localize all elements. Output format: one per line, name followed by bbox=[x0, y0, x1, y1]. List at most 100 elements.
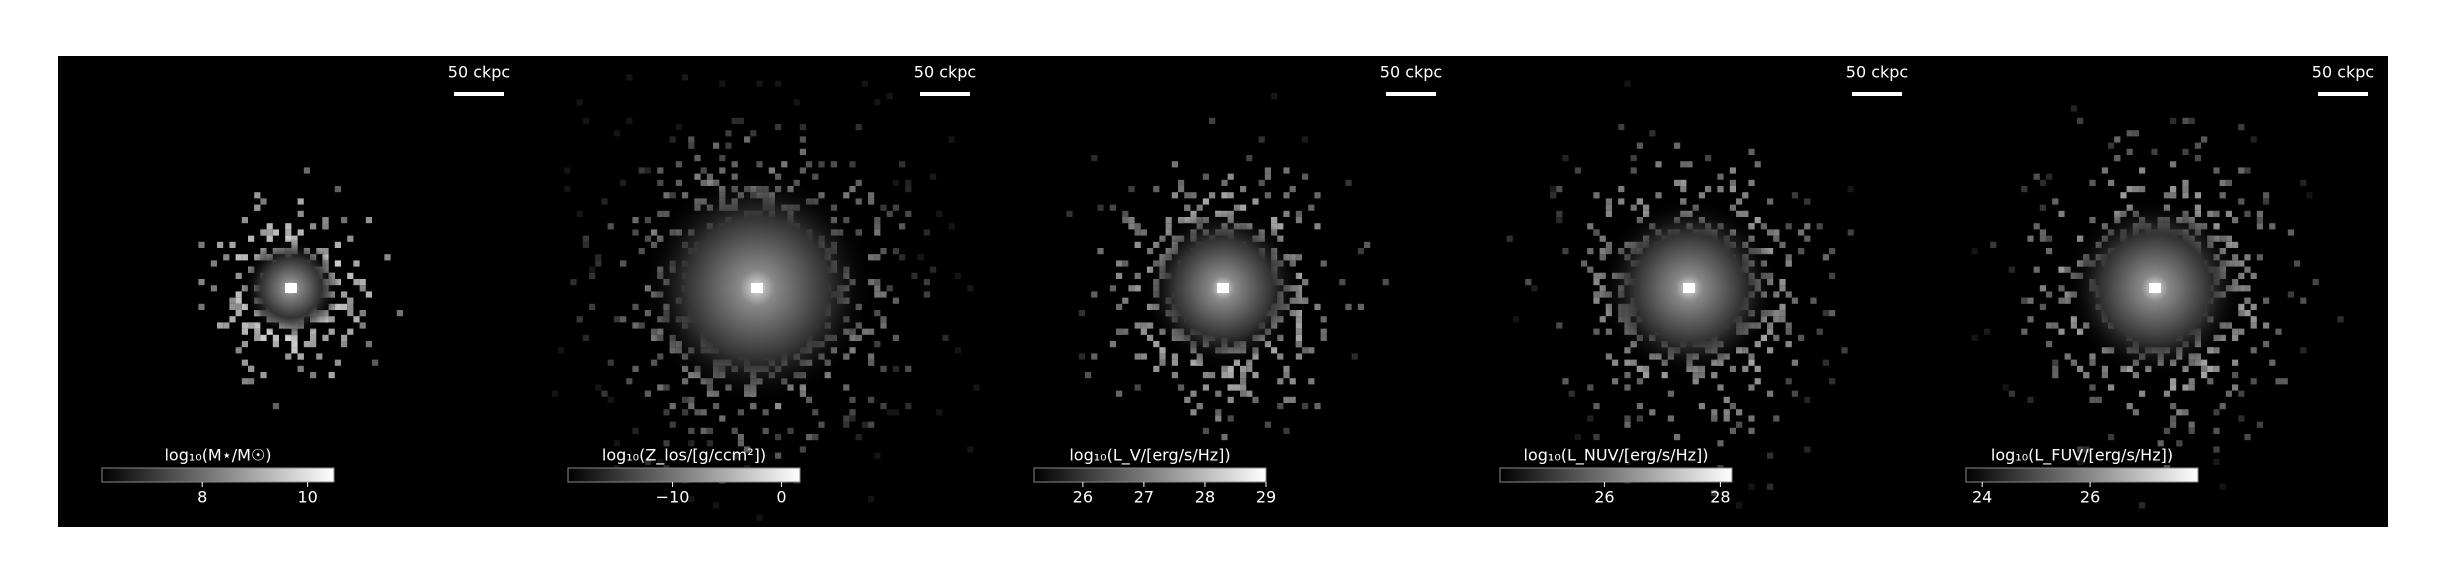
pixel bbox=[2052, 372, 2059, 379]
pixel bbox=[2213, 458, 2220, 465]
pixel bbox=[359, 310, 366, 317]
pixel bbox=[1227, 396, 1234, 403]
scale-bar-label: 50 ckpc bbox=[1846, 63, 1908, 82]
pixel bbox=[663, 440, 670, 447]
pixel bbox=[1159, 347, 1166, 354]
pixel bbox=[1711, 372, 1718, 379]
pixel bbox=[905, 403, 912, 410]
pixel bbox=[1295, 341, 1302, 348]
pixel bbox=[2163, 390, 2170, 397]
pixel bbox=[1240, 390, 1247, 397]
pixel bbox=[1643, 365, 1650, 372]
pixel bbox=[1767, 452, 1774, 459]
pixel bbox=[235, 347, 242, 354]
colorbar-tick-label: 0 bbox=[776, 488, 786, 507]
pixel bbox=[1748, 148, 1755, 155]
pixel bbox=[855, 198, 862, 205]
pixel bbox=[1134, 223, 1141, 230]
pixel bbox=[341, 341, 348, 348]
pixel bbox=[1785, 223, 1792, 230]
pixel bbox=[2126, 403, 2133, 410]
pixel bbox=[675, 124, 682, 131]
pixel bbox=[1134, 241, 1141, 248]
pixel bbox=[1748, 415, 1755, 422]
pixel bbox=[2157, 440, 2164, 447]
pixel bbox=[235, 297, 242, 304]
pixel bbox=[2126, 130, 2133, 137]
pixel bbox=[644, 167, 651, 174]
pixel bbox=[1729, 204, 1736, 211]
pixel bbox=[1295, 334, 1302, 341]
pixel bbox=[1190, 409, 1197, 416]
pixel bbox=[1140, 328, 1147, 335]
pixel bbox=[2089, 384, 2096, 391]
pixel bbox=[198, 279, 205, 286]
pixel bbox=[1091, 155, 1098, 162]
pixel bbox=[2182, 117, 2189, 124]
pixel bbox=[260, 229, 267, 236]
pixel bbox=[899, 254, 906, 261]
pixel bbox=[688, 496, 695, 503]
pixel bbox=[558, 347, 565, 354]
pixel bbox=[2101, 365, 2108, 372]
pixel bbox=[669, 192, 676, 199]
pixel bbox=[1804, 396, 1811, 403]
pixel bbox=[1711, 409, 1718, 416]
pixel bbox=[880, 403, 887, 410]
pixel bbox=[1202, 427, 1209, 434]
pixel bbox=[1729, 403, 1736, 410]
pixel bbox=[1680, 186, 1687, 193]
pixel bbox=[2052, 359, 2059, 366]
pixel bbox=[799, 167, 806, 174]
pixel bbox=[675, 179, 682, 186]
pixel bbox=[1320, 334, 1327, 341]
pixel bbox=[2058, 266, 2065, 273]
pixel bbox=[241, 359, 248, 366]
pixel bbox=[2232, 328, 2239, 335]
pixel bbox=[1605, 210, 1612, 217]
pixel bbox=[2108, 142, 2115, 149]
pixel bbox=[2132, 409, 2139, 416]
pixel bbox=[688, 427, 695, 434]
pixel bbox=[1680, 179, 1687, 186]
pixel bbox=[2046, 248, 2053, 255]
pixel bbox=[2170, 161, 2177, 168]
pixel bbox=[1264, 167, 1271, 174]
pixel bbox=[1742, 210, 1749, 217]
pixel bbox=[657, 179, 664, 186]
pixel bbox=[868, 328, 875, 335]
pixel bbox=[1184, 192, 1191, 199]
pixel bbox=[285, 223, 292, 230]
pixel bbox=[1190, 192, 1197, 199]
pixel bbox=[1171, 353, 1178, 360]
pixel bbox=[229, 297, 236, 304]
pixel bbox=[1767, 390, 1774, 397]
pixel bbox=[799, 148, 806, 155]
pixel bbox=[1736, 502, 1743, 509]
pixel bbox=[1618, 198, 1625, 205]
pixel bbox=[1779, 241, 1786, 248]
pixel bbox=[737, 117, 744, 124]
colorbar bbox=[567, 467, 801, 483]
pixel bbox=[1773, 334, 1780, 341]
pixel bbox=[1202, 173, 1209, 180]
pixel bbox=[849, 161, 856, 168]
pixel bbox=[1252, 396, 1259, 403]
pixel bbox=[2170, 415, 2177, 422]
pixel bbox=[1798, 229, 1805, 236]
pixel bbox=[1723, 396, 1730, 403]
pixel bbox=[2058, 328, 2065, 335]
pixel bbox=[2225, 179, 2232, 186]
pixel bbox=[2275, 378, 2282, 385]
pixel bbox=[2027, 297, 2034, 304]
pixel bbox=[2083, 446, 2090, 453]
pixel bbox=[1512, 316, 1519, 323]
pixel bbox=[620, 179, 627, 186]
pixel bbox=[1233, 204, 1240, 211]
pixel bbox=[843, 415, 850, 422]
pixel bbox=[744, 446, 751, 453]
pixel bbox=[2256, 421, 2263, 428]
colorbar-tick-label: 27 bbox=[1134, 488, 1154, 507]
pixel bbox=[880, 316, 887, 323]
pixel bbox=[1357, 248, 1364, 255]
